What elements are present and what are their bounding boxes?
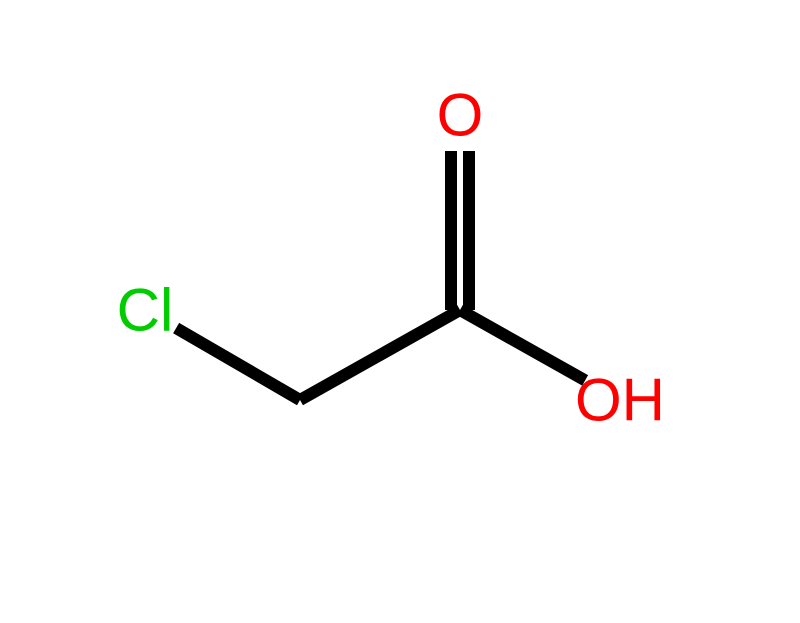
atom-oh: OH [575,366,665,435]
atom-o_dbl: O [437,81,484,150]
atom-cl: Cl [117,276,174,345]
